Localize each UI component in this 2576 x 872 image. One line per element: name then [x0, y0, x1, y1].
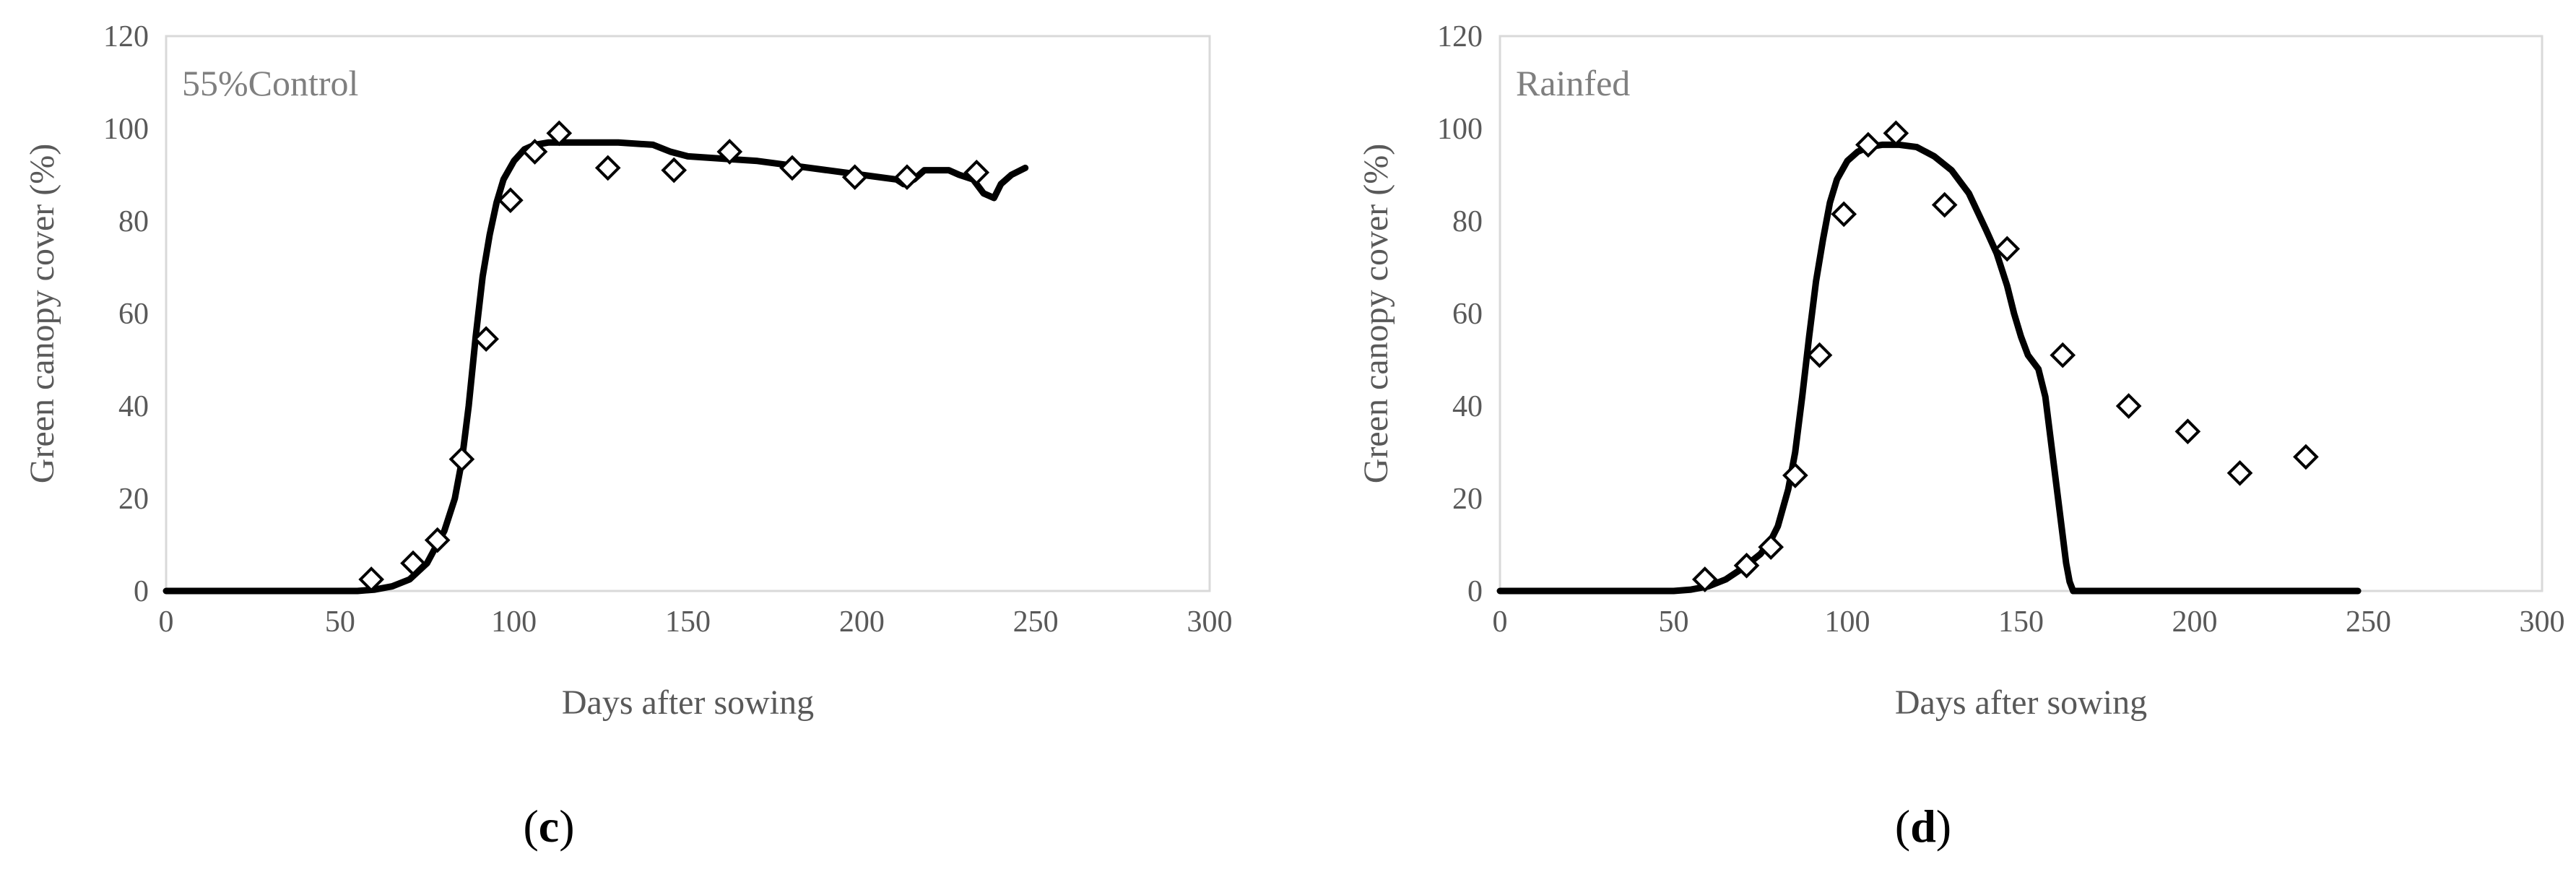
chart-panel-d: 0 20 40 60 80 100 120 0 50 100 150 200 250 300 Days af… [1357, 20, 2565, 852]
observed-point [661, 157, 688, 184]
observed-point [2050, 342, 2076, 368]
observed-point [594, 155, 621, 181]
x-tick-label: 250 [1013, 605, 1059, 639]
simulated-canopy-line [1496, 141, 2362, 595]
observed-point [546, 120, 573, 147]
x-tick-label: 150 [1998, 605, 2044, 639]
observed-point [424, 527, 451, 553]
x-tick-label: 50 [1659, 605, 1689, 639]
observed-point [2174, 418, 2201, 445]
observed-point [1782, 462, 1808, 488]
x-tick-label: 300 [1187, 605, 1233, 639]
chart-panel-c: 0 20 40 60 80 100 120 0 50 100 150 200 250 300 Days af… [23, 20, 1233, 852]
observed-point [1733, 552, 1760, 579]
panel-title: Rainfed [1516, 63, 1630, 103]
panel-label-open: ( [1895, 800, 1910, 852]
y-tick-label: 120 [1437, 20, 1483, 53]
y-tick-label: 120 [103, 20, 149, 53]
y-axis-title: Green canopy cover (%) [1357, 144, 1395, 483]
observed-point [1994, 236, 2021, 262]
panel-label-letter: c [539, 800, 559, 852]
observed-point [2293, 444, 2319, 470]
y-tick-label: 60 [118, 298, 149, 331]
observed-point [779, 155, 805, 181]
y-axis-title: Green canopy cover (%) [23, 144, 61, 483]
simulated-canopy-line [162, 139, 1029, 595]
y-tick-label: 100 [103, 113, 149, 146]
observed-point [1806, 342, 1833, 368]
y-tick-label: 0 [1467, 575, 1483, 608]
x-tick-label: 250 [2346, 605, 2391, 639]
y-tick-label: 80 [118, 205, 149, 238]
observed-point [963, 159, 990, 186]
observed-point [473, 326, 499, 353]
panel-label-letter: d [1910, 800, 1936, 852]
y-tick-label: 40 [1452, 390, 1483, 423]
observed-point [1855, 131, 1881, 158]
observed-point [358, 566, 385, 592]
panel-label-close: ) [1936, 800, 1951, 852]
observed-point [841, 164, 868, 191]
x-tick-label: 150 [665, 605, 711, 639]
observed-point [400, 550, 426, 577]
observed-point [498, 187, 524, 214]
observed-point [2115, 393, 2142, 419]
x-tick-label: 0 [1493, 605, 1508, 639]
panel-label: (d) [1895, 800, 1951, 852]
observed-point [1691, 566, 1718, 592]
x-axis-title: Days after sowing [1895, 683, 2147, 722]
observed-point [521, 139, 548, 165]
y-tick-label: 80 [1452, 205, 1483, 238]
plot-area-border [1499, 35, 2544, 592]
observed-point [1931, 191, 1958, 218]
observed-point [448, 446, 475, 472]
observed-point [1758, 534, 1784, 561]
panel-label-open: ( [523, 800, 538, 852]
x-tick-label: 0 [159, 605, 174, 639]
observed-point [716, 139, 743, 165]
y-tick-label: 0 [134, 575, 149, 608]
y-tick-label: 40 [118, 390, 149, 423]
panel-label: (c) [523, 800, 574, 852]
y-tick-label: 60 [1452, 298, 1483, 331]
x-axis-title: Days after sowing [562, 683, 814, 722]
x-tick-label: 300 [2520, 605, 2565, 639]
observed-point [1831, 201, 1857, 228]
panel-label-close: ) [559, 800, 574, 852]
x-tick-label: 200 [2172, 605, 2218, 639]
x-tick-label: 100 [1825, 605, 1870, 639]
x-tick-label: 50 [325, 605, 355, 639]
y-tick-label: 20 [1452, 483, 1483, 516]
plot-area-border [165, 35, 1211, 592]
y-tick-label: 100 [1437, 113, 1483, 146]
x-tick-label: 200 [839, 605, 885, 639]
x-tick-label: 100 [491, 605, 537, 639]
observed-point [2226, 459, 2253, 486]
panel-title: 55%Control [182, 63, 358, 103]
y-tick-label: 20 [118, 483, 149, 516]
observed-point [894, 164, 920, 191]
observed-point [1883, 120, 1909, 147]
